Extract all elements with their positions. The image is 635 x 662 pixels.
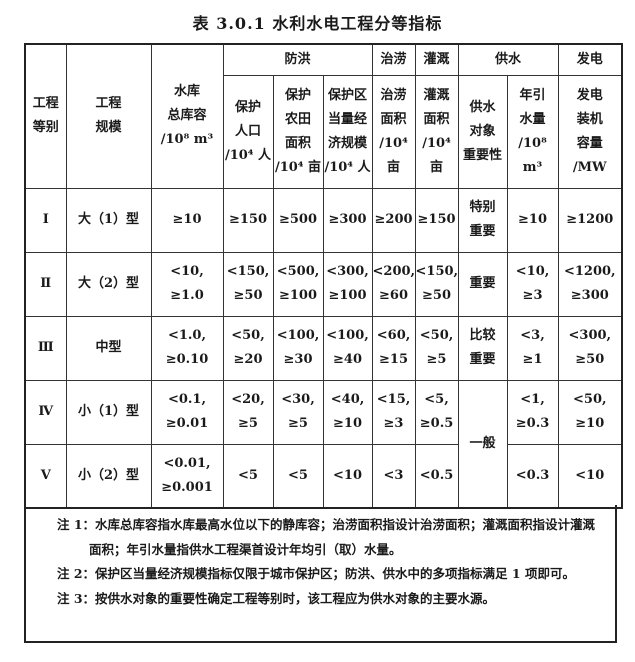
table-cell: <1, ≥0.3 (506, 379, 559, 445)
note-2: 注 2：保护区当量经济规模指标仅限于城市保护区；防洪、供水中的多项指标满足 1 … (57, 566, 575, 581)
table-cell: <30, ≥5 (272, 379, 324, 445)
table-cell: 大（2）型 (65, 251, 152, 317)
table-cell: <5, ≥0.5 (414, 379, 459, 445)
header-reservoir: 水库 总库容 /10⁸ m³ (150, 43, 224, 189)
header-irrigation-area: 灌溉 面积 /10⁴ 亩 (414, 74, 459, 189)
header-scale: 工程 规模 (65, 43, 152, 189)
table-cell: <1200, ≥300 (557, 251, 623, 317)
table-cell: <20, ≥5 (222, 379, 274, 445)
table-cell: <150, ≥50 (414, 251, 459, 317)
table-cell: <300, ≥50 (557, 315, 623, 381)
table-cell: <300, ≥100 (322, 251, 373, 317)
table-row: Ⅱ 大（2）型 <10, ≥1.0 <150, ≥50 <500, ≥100 <300, … (24, 251, 623, 317)
header-flood: 防洪 (222, 43, 373, 76)
table-cell: ≥10 (150, 187, 224, 253)
header-irrigation: 灌溉 (414, 43, 459, 76)
table-cell: 小（2）型 (65, 443, 152, 509)
table-cell: 大（1）型 (65, 187, 152, 253)
classification-table: 工程 等别 工程 规模 水库 总库容 /10⁸ m³ 防洪 治涝 灌溉 供水 发… (24, 43, 624, 509)
table-row: Ⅲ 中型 <1.0, ≥0.10 <50, ≥20 <100, ≥30 <100, ≥40… (24, 315, 623, 381)
table-cell: ≥500 (272, 187, 324, 253)
table-cell: Ⅱ (24, 251, 67, 317)
table-cell: <10, ≥3 (506, 251, 559, 317)
table-cell: ≥1200 (557, 187, 623, 253)
table-cell: 比较 重要 (457, 315, 508, 381)
table-cell: ≥10 (506, 187, 559, 253)
table-cell: <50, ≥20 (222, 315, 274, 381)
table-cell: Ⅲ (24, 315, 67, 381)
header-drainage: 治涝 (371, 43, 416, 76)
table-cell: <3 (371, 443, 416, 509)
table-cell: <0.5 (414, 443, 459, 509)
table-cell: ≥150 (222, 187, 274, 253)
table-row: Ⅰ 大（1）型 ≥10 ≥150 ≥500 ≥300 ≥200 ≥150 特别 重要 ≥10 ≥12… (24, 187, 623, 253)
table-cell: <50, ≥5 (414, 315, 459, 381)
table-row: Ⅴ 小（2）型 <0.01, ≥0.001 <5 <5 <10 <3 <0.5 <0.3 <10 (24, 443, 623, 509)
header-water-supply: 供水 (457, 43, 559, 76)
table-cell: <3, ≥1 (506, 315, 559, 381)
table-cell: <200, ≥60 (371, 251, 416, 317)
table-cell: <10, ≥1.0 (150, 251, 224, 317)
table-cell: 一般 (457, 379, 508, 509)
table-cell: <10 (557, 443, 623, 509)
table-cell: <150, ≥50 (222, 251, 274, 317)
table-cell: <0.01, ≥0.001 (150, 443, 224, 509)
table-cell: 中型 (65, 315, 152, 381)
header-grade: 工程 等别 (24, 43, 67, 189)
table-cell: 小（1）型 (65, 379, 152, 445)
note-3: 注 3：按供水对象的重要性确定工程等别时，该工程应为供水对象的主要水源。 (57, 590, 496, 606)
table-cell: <50, ≥10 (557, 379, 623, 445)
table-cell: Ⅳ (24, 379, 67, 445)
table-cell: <60, ≥15 (371, 315, 416, 381)
table-cell: <10 (322, 443, 373, 509)
note-1: 注 1：水库总库容指水库最高水位以下的静库容；治涝面积指设计治涝面积；灌溉面积指… (57, 517, 596, 557)
table-cell: <500, ≥100 (272, 251, 324, 317)
table-cell: ≥300 (322, 187, 373, 253)
table-cell: <15, ≥3 (371, 379, 416, 445)
table-cell: 重要 (457, 251, 508, 317)
table-cell: <5 (272, 443, 324, 509)
table-cell: <0.3 (506, 443, 559, 509)
table-title: 表 3.0.1 水利水电工程分等指标 (192, 14, 443, 33)
table-cell: <0.1, ≥0.01 (150, 379, 224, 445)
header-supply-volume: 年引 水量 /10⁸ m³ (506, 74, 559, 189)
table-cell: <40, ≥10 (322, 379, 373, 445)
table-cell: <1.0, ≥0.10 (150, 315, 224, 381)
header-power-capacity: 发电 装机 容量 /MW (557, 74, 623, 189)
header-flood-population: 保护 人口 /10⁴ 人 (222, 74, 274, 189)
table-cell: ≥200 (371, 187, 416, 253)
table-cell: ≥150 (414, 187, 459, 253)
table-cell: <100, ≥30 (272, 315, 324, 381)
table-row: Ⅳ 小（1）型 <0.1, ≥0.01 <20, ≥5 <30, ≥5 <40, ≥10 <… (24, 379, 623, 509)
table-cell: Ⅰ (24, 187, 67, 253)
header-flood-farmland: 保护 农田 面积 /10⁴ 亩 (272, 74, 324, 189)
table-cell: Ⅴ (24, 443, 67, 509)
header-drainage-area: 治涝 面积 /10⁴ 亩 (371, 74, 416, 189)
header-supply-importance: 供水 对象 重要性 (457, 74, 508, 189)
header-power: 发电 (557, 43, 623, 76)
header-flood-economy: 保护区 当量经 济规模 /10⁴ 人 (322, 74, 373, 189)
notes-box: 注 1：水库总库容指水库最高水位以下的静库容；治涝面积指设计治涝面积；灌溉面积指… (24, 505, 617, 643)
table-cell: <100, ≥40 (322, 315, 373, 381)
table-cell: 特别 重要 (457, 187, 508, 253)
table-cell: <5 (222, 443, 274, 509)
